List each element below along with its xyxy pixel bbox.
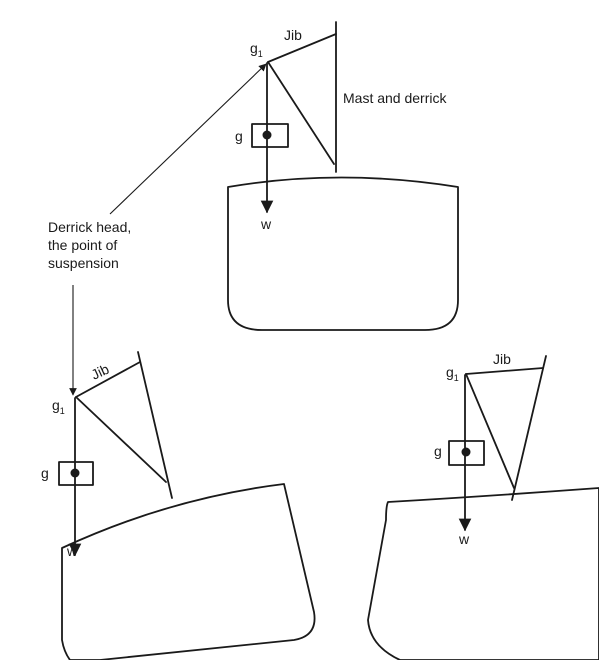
left-mast [137,351,173,499]
right-jib [465,367,544,375]
left-jib-label: Jib [89,361,112,383]
left-jib [75,361,141,398]
right-jib-label: Jib [493,351,511,367]
derrick-head-callout: Derrick head, the point of suspension [48,63,267,396]
upright-g-label: g [235,128,243,144]
upright-g1-label: g1 [250,40,263,59]
right-g1-label: g1 [446,364,459,383]
derrick-head-label-line-1: Derrick head, [48,219,131,235]
left-g-label: g [41,465,49,481]
left-hull [61,483,316,660]
right-w-label: w [458,531,470,547]
left-g-dot [70,468,80,478]
upright-ship-view: Jib g1 g w Mast and derrick [227,21,459,331]
upright-g-dot [262,130,272,140]
right-g-label: g [434,443,442,459]
mast-and-derrick-label: Mast and derrick [343,90,447,106]
upright-hull [227,176,459,331]
right-mast [511,355,547,501]
derrick-head-label-line-2: the point of [48,237,117,253]
left-derrick [75,396,167,483]
right-derrick [465,373,515,489]
upright-jib [267,33,337,63]
upright-jib-label: Jib [284,27,302,43]
callout-leader-top [109,63,267,215]
upright-derrick [267,61,335,165]
right-g-box [448,440,485,466]
derrick-head-label-line-3: suspension [48,255,119,271]
right-hull [367,487,599,660]
left-w-label: w [66,543,78,559]
upright-w-label: w [260,216,272,232]
listed-ship-right-view: Jib g1 g w [367,351,599,660]
left-g1-label: g1 [52,397,65,416]
right-g-dot [461,447,471,457]
upright-g-box [251,123,289,148]
left-g-box [58,461,94,486]
listed-ship-left-view: Jib g1 g w [41,351,316,660]
